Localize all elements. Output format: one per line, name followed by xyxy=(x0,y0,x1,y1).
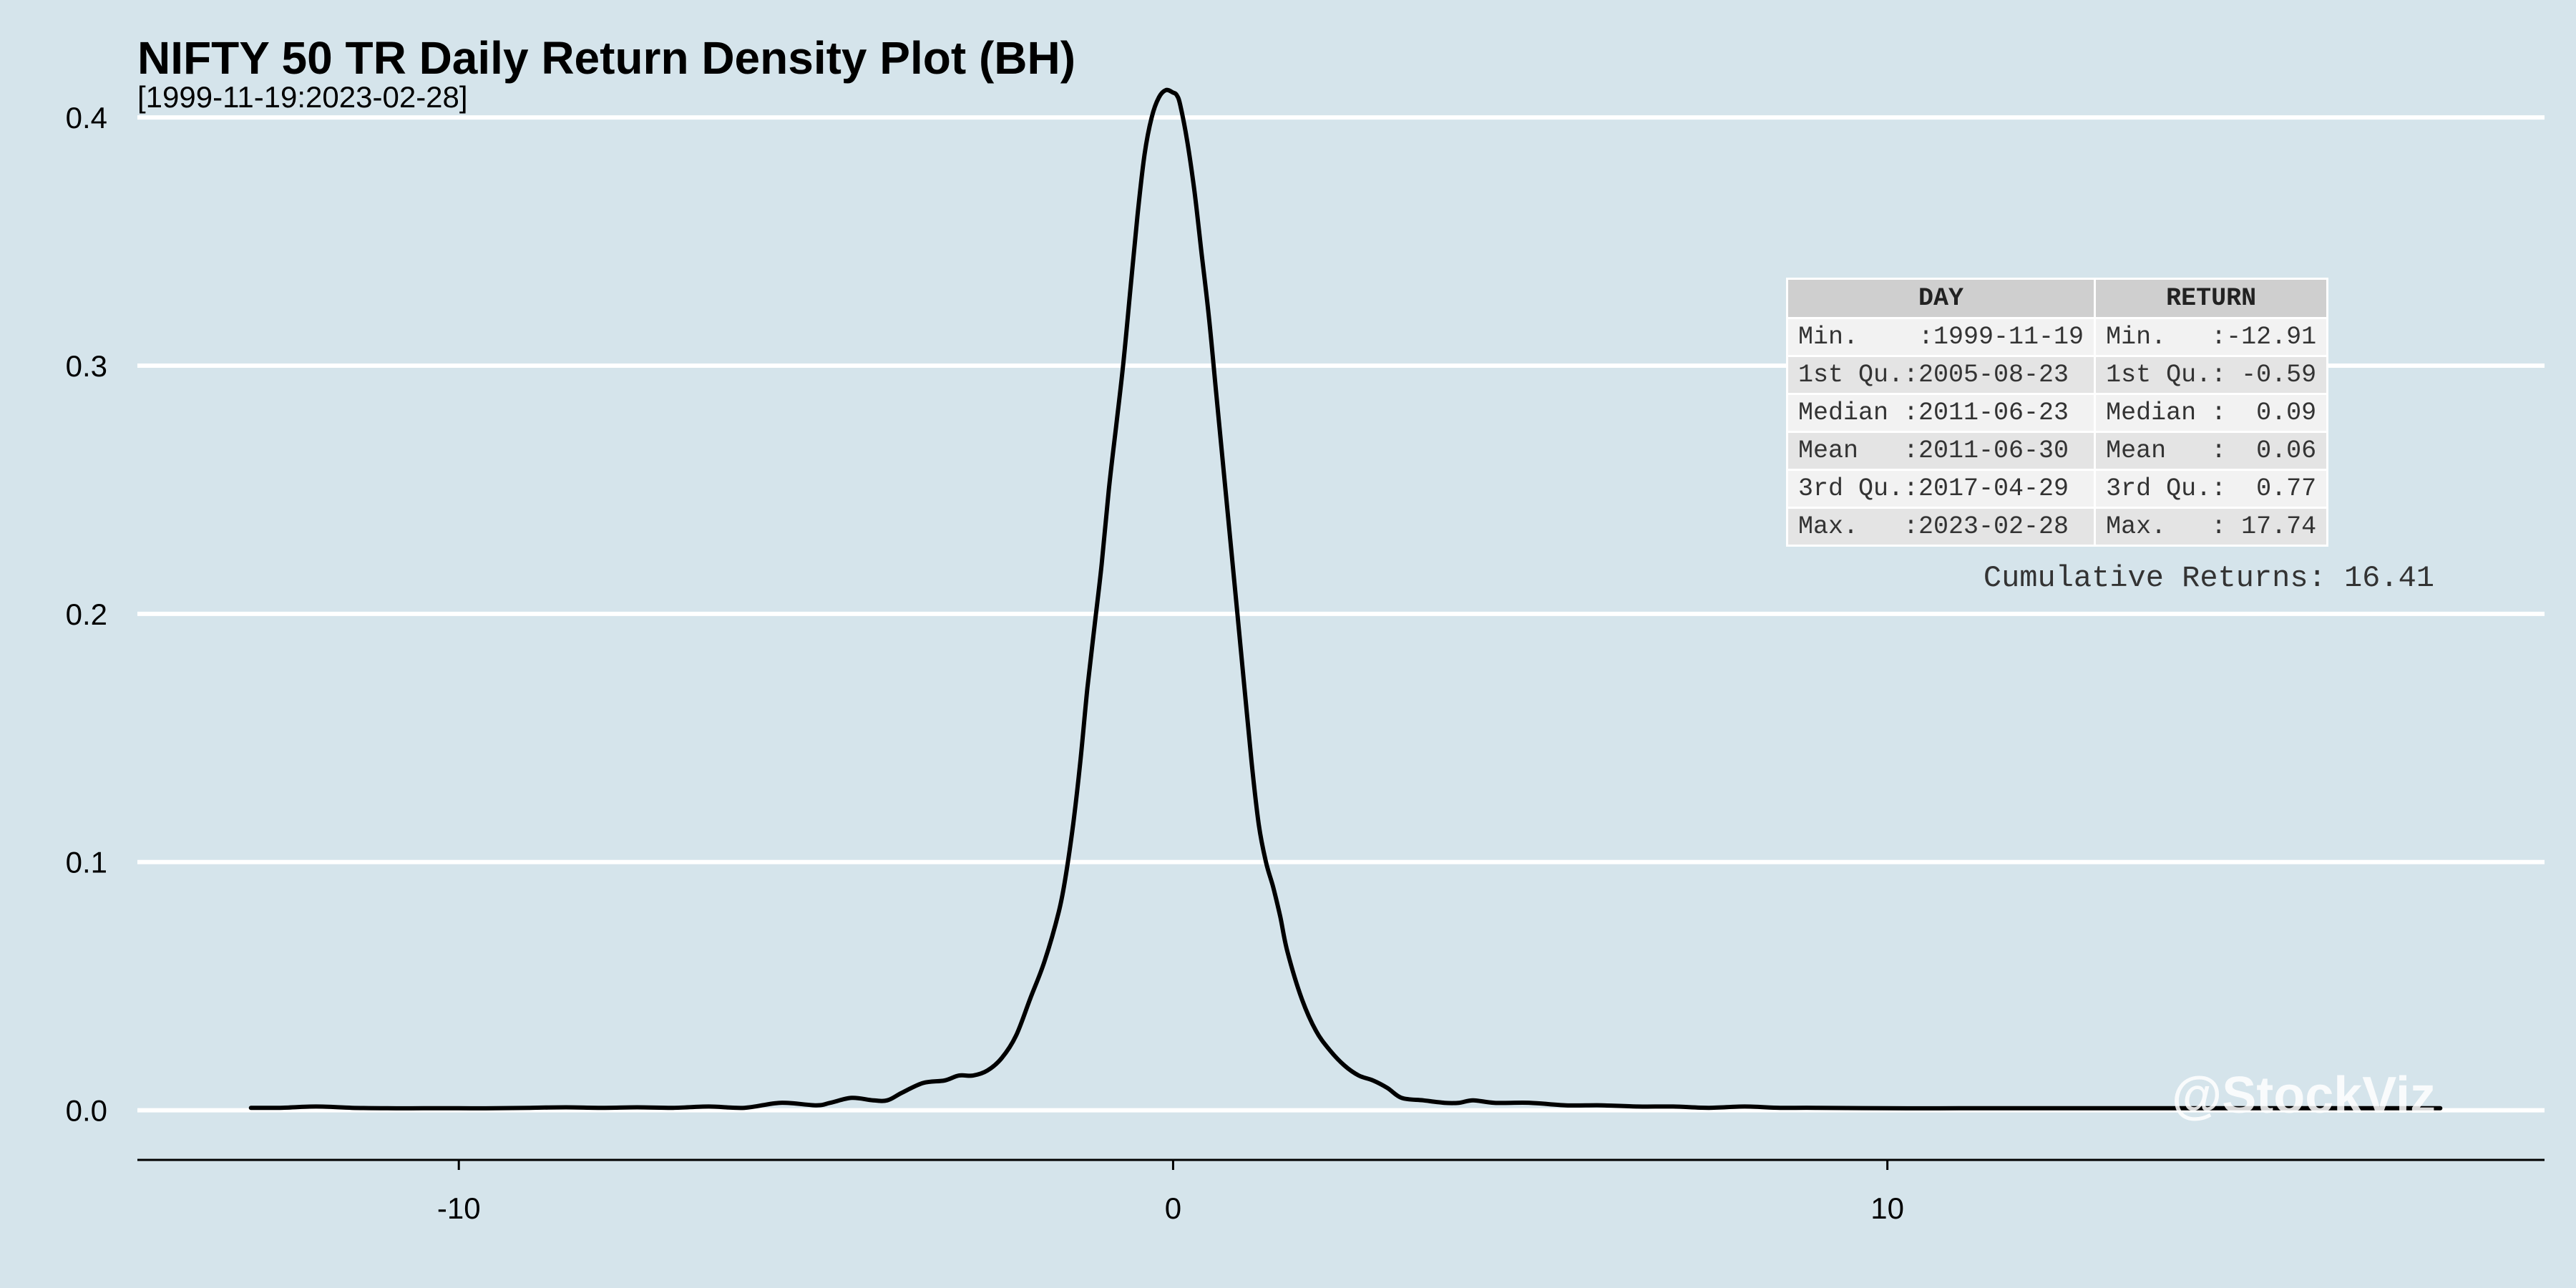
stats-cell-return: 1st Qu.: -0.59 xyxy=(2094,355,2329,395)
stats-header-return: RETURN xyxy=(2094,278,2329,319)
stats-row-3rd-qu: 3rd Qu.:2017-04-29 3rd Qu.: 0.77 xyxy=(1785,469,2329,509)
stats-header-row: DAY RETURN xyxy=(1785,278,2329,319)
cumulative-returns-label: Cumulative Returns: 16.41 xyxy=(1983,561,2434,595)
y-ticks: 0.0 0.1 0.2 0.3 0.4 xyxy=(66,101,107,1128)
stats-cell-return: 3rd Qu.: 0.77 xyxy=(2094,469,2329,509)
stats-row-min: Min. :1999-11-19 Min. :-12.91 xyxy=(1785,317,2329,357)
chart-subtitle: [1999-11-19:2023-02-28] xyxy=(137,80,468,114)
stats-row-mean: Mean :2011-06-30 Mean : 0.06 xyxy=(1785,431,2329,471)
chart-title: NIFTY 50 TR Daily Return Density Plot (B… xyxy=(137,32,1075,84)
y-tick-label: 0.2 xyxy=(66,597,107,631)
stats-cell-day: 3rd Qu.:2017-04-29 xyxy=(1785,469,2097,509)
x-ticks: -10 0 10 xyxy=(437,1160,1904,1225)
summary-stats-table: DAY RETURN Min. :1999-11-19 Min. :-12.91… xyxy=(1785,278,2329,547)
stats-cell-day: Max. :2023-02-28 xyxy=(1785,507,2097,547)
stats-row-median: Median :2011-06-23 Median : 0.09 xyxy=(1785,393,2329,433)
stats-cell-day: 1st Qu.:2005-08-23 xyxy=(1785,355,2097,395)
stats-cell-day: Median :2011-06-23 xyxy=(1785,393,2097,433)
gridlines xyxy=(137,115,2545,1113)
x-tick-label: 10 xyxy=(1870,1191,1904,1225)
x-tick-label: 0 xyxy=(1165,1191,1181,1225)
watermark-logo: @StockViz xyxy=(2172,1067,2436,1124)
stats-cell-return: Min. :-12.91 xyxy=(2094,317,2329,357)
stats-cell-return: Max. : 17.74 xyxy=(2094,507,2329,547)
stats-header-day: DAY xyxy=(1785,278,2097,319)
y-tick-label: 0.0 xyxy=(66,1094,107,1128)
stats-row-max: Max. :2023-02-28 Max. : 17.74 xyxy=(1785,507,2329,547)
stats-cell-day: Mean :2011-06-30 xyxy=(1785,431,2097,471)
series-group xyxy=(248,87,2443,1111)
stats-row-1st-qu: 1st Qu.:2005-08-23 1st Qu.: -0.59 xyxy=(1785,355,2329,395)
x-tick-label: -10 xyxy=(437,1191,481,1225)
y-tick-label: 0.3 xyxy=(66,349,107,383)
density-line xyxy=(248,87,2443,1111)
stats-cell-return: Mean : 0.06 xyxy=(2094,431,2329,471)
y-tick-label: 0.1 xyxy=(66,846,107,879)
stats-cell-day: Min. :1999-11-19 xyxy=(1785,317,2097,357)
y-tick-label: 0.4 xyxy=(66,101,107,135)
stats-cell-return: Median : 0.09 xyxy=(2094,393,2329,433)
